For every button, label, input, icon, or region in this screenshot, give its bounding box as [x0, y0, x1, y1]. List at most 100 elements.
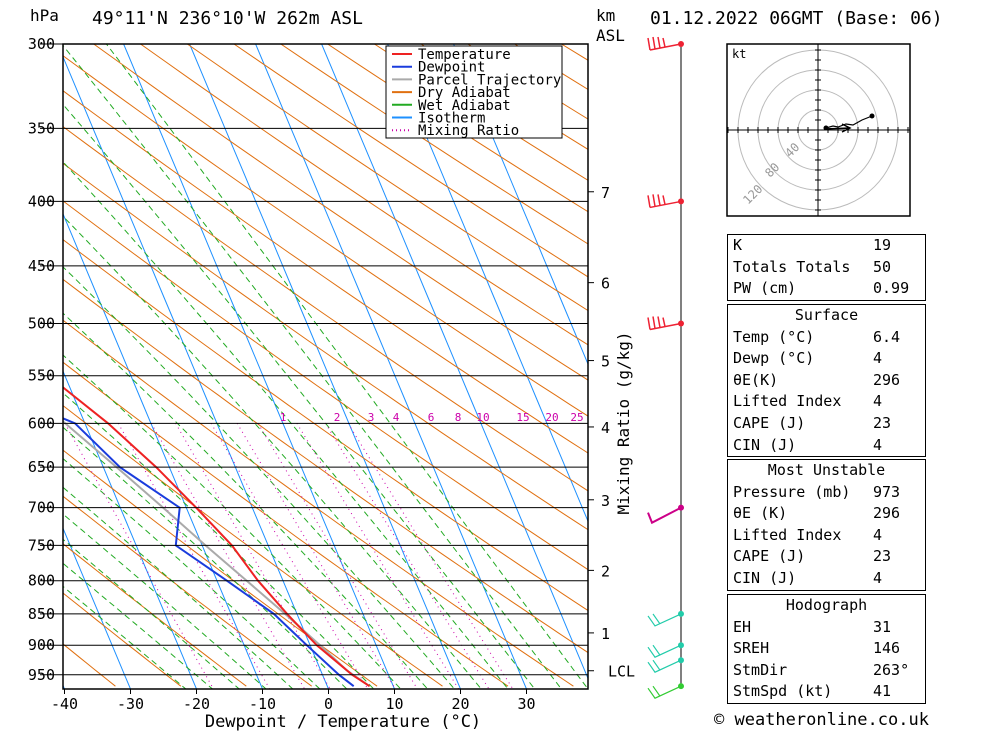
temperature-tick-label: -30	[117, 695, 144, 713]
dry-adiabat-line	[187, 44, 588, 312]
legend-item-label: Parcel Trajectory	[418, 72, 561, 88]
pw-value: 0.99	[873, 279, 910, 298]
surface-dewp-value: 4	[873, 349, 883, 368]
surface-temp-label: Temp (°C)	[733, 327, 815, 346]
wind-barb	[647, 642, 684, 658]
stmdir-value: 263°	[873, 660, 910, 679]
wind-barb	[647, 657, 684, 673]
temperature-tick-label: 0	[324, 695, 333, 713]
mixing-ratio-line	[347, 423, 514, 689]
wind-barb	[647, 316, 684, 331]
mu-cape-label: CAPE (J)	[733, 547, 806, 566]
legend-item-label: Wet Adiabat	[418, 98, 511, 114]
mixing-ratio-tick-label: 20	[545, 411, 558, 424]
legend-item-label: Dewpoint	[418, 60, 485, 76]
indices-table: K 19 Totals Totals 50 PW (cm) 0.99	[727, 234, 926, 301]
pressure-tick-label: 550	[28, 367, 55, 385]
plot-frame	[62, 43, 589, 690]
dry-adiabat-line	[93, 44, 588, 381]
mixing-ratio-line	[324, 423, 490, 689]
wet-adiabat-line	[63, 486, 294, 689]
isotherm-line	[63, 369, 197, 689]
pressure-tick-label: 850	[28, 605, 55, 623]
mixing-ratio-tick-label: 3	[368, 411, 375, 424]
mu-li-label: Lifted Index	[733, 525, 842, 544]
legend-item-label: Mixing Ratio	[418, 123, 519, 139]
pw-label: PW (cm)	[733, 279, 797, 298]
surface-thetae-label: θE(K)	[733, 370, 779, 389]
totals-label: Totals Totals	[733, 257, 851, 276]
surface-cape-value: 23	[873, 413, 892, 432]
mixing-ratio-tick-label: 1	[280, 411, 287, 424]
mixing-ratio-line	[150, 423, 306, 689]
dry-adiabat-line	[280, 44, 588, 245]
dry-adiabat-line	[140, 44, 588, 346]
asl-label: ASL	[596, 26, 625, 45]
sreh-label: SREH	[733, 639, 770, 658]
surface-dewp-label: Dewp (°C)	[733, 349, 815, 368]
isotherm-line	[63, 55, 329, 689]
height-tick-label: 3	[601, 492, 610, 510]
pressure-tick-label: 350	[28, 119, 55, 137]
hodograph-point	[869, 113, 875, 119]
wind-barb	[647, 36, 684, 51]
dry-adiabat-line	[63, 125, 588, 492]
mu-cape-value: 23	[873, 547, 892, 566]
isotherm-line	[453, 44, 588, 366]
temperature-tick-label: -10	[249, 695, 276, 713]
temperature-tick-label: 10	[385, 695, 403, 713]
wet-adiabat-line	[63, 392, 375, 689]
mixing-ratio-tick-label: 6	[428, 411, 435, 424]
hpa-label: hPa	[30, 6, 59, 25]
wind-barb	[647, 504, 684, 525]
wet-adiabat-line	[63, 513, 267, 689]
dry-adiabat-line	[63, 319, 574, 687]
legend-item-label: Dry Adiabat	[418, 85, 511, 101]
pressure-tick-label: 800	[28, 572, 55, 590]
copyright-footer[interactable]: © weatheronline.co.uk	[714, 710, 929, 730]
mixing-ratio-tick-label: 8	[455, 411, 462, 424]
pressure-tick-label: 750	[28, 536, 55, 554]
mixing-ratio-tick-label: 25	[570, 411, 583, 424]
dry-adiabat-line	[63, 495, 312, 687]
surface-cape-label: CAPE (J)	[733, 413, 806, 432]
isotherm-line	[63, 527, 131, 689]
stmspd-value: 41	[873, 682, 892, 701]
dry-adiabat-line	[63, 361, 509, 687]
dry-adiabat-line	[63, 55, 588, 417]
storm-motion-arrow	[823, 123, 852, 133]
mu-thetae-value: 296	[873, 504, 901, 523]
isotherm-line	[123, 44, 395, 689]
legend-item-label: Isotherm	[418, 111, 485, 127]
pressure-tick-label: 600	[28, 414, 55, 432]
mixing-ratio-tick-label: 10	[476, 411, 489, 424]
hodograph-trace	[825, 115, 873, 129]
pressure-tick-label: 700	[28, 499, 55, 517]
mixing-ratio-line	[175, 423, 331, 689]
stmspd-label: StmSpd (kt)	[733, 682, 833, 701]
wet-adiabat-line	[63, 562, 214, 689]
x-axis-label: Dewpoint / Temperature (°C)	[205, 712, 481, 732]
dry-adiabat-line	[63, 200, 588, 571]
mixing-ratio-axis-label: Mixing Ratio (g/kg)	[614, 331, 633, 514]
wind-barb	[647, 194, 684, 209]
wet-adiabat-line	[63, 103, 536, 689]
dry-adiabat-line	[63, 404, 443, 687]
mu-pressure-value: 973	[873, 482, 901, 501]
height-tick-label: LCL	[608, 663, 635, 681]
hodograph-unit-label: kt	[732, 47, 746, 61]
height-tick-label: 5	[601, 353, 610, 371]
pressure-tick-label: 500	[28, 315, 55, 333]
most-unstable-title: Most Unstable	[767, 461, 886, 479]
datetime-title: 01.12.2022 06GMT (Base: 06)	[650, 8, 943, 29]
height-tick-label: 7	[601, 184, 610, 202]
wind-barb	[647, 683, 684, 699]
legend-box	[385, 45, 563, 139]
isotherm-line	[255, 44, 527, 689]
pressure-tick-label: 300	[28, 35, 55, 53]
wind-barb	[647, 610, 684, 627]
pressure-tick-label: 900	[28, 636, 55, 654]
most-unstable-table: Most Unstable Pressure (mb) 973 θE (K) 296…	[727, 459, 926, 591]
